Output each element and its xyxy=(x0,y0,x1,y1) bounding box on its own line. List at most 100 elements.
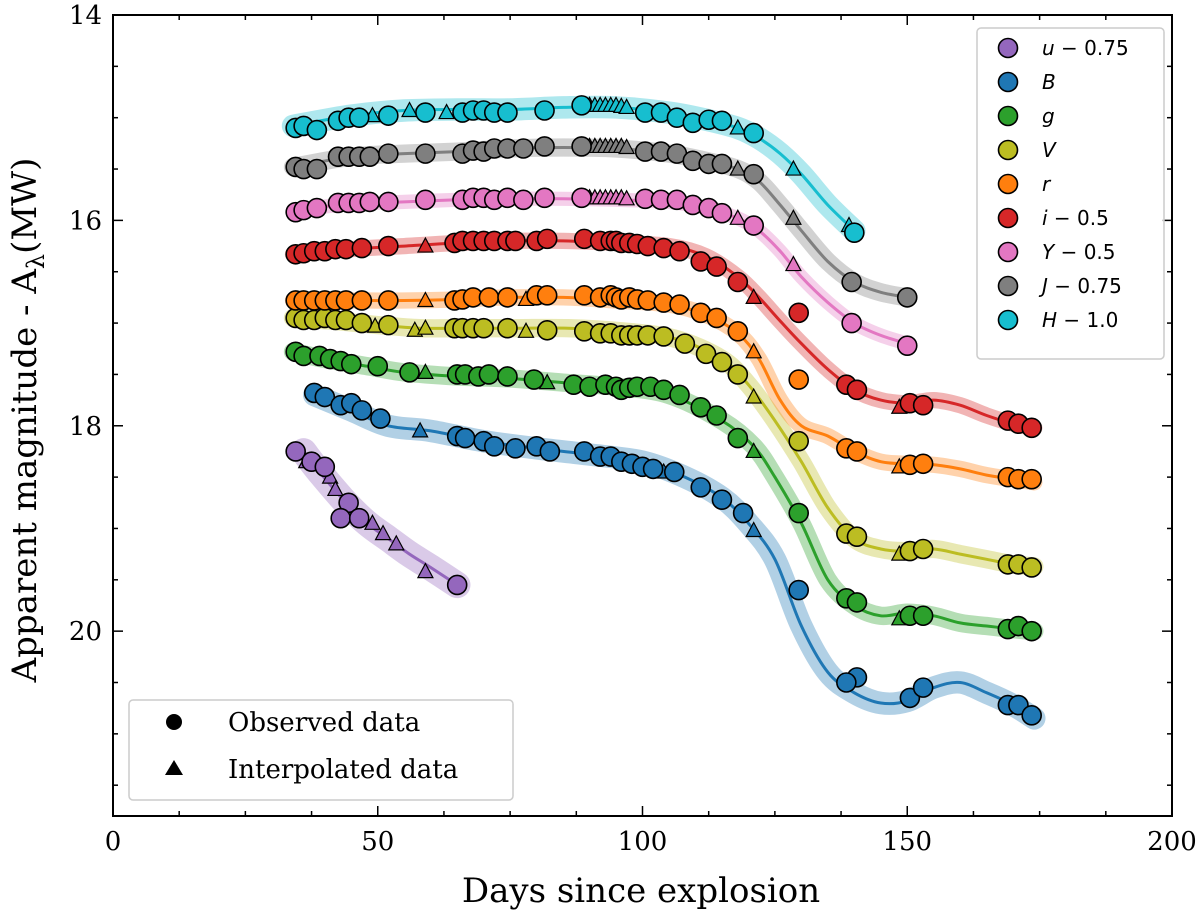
legend-label-g: g xyxy=(1042,104,1055,128)
observed-point-v xyxy=(788,430,810,452)
interpolated-point-g xyxy=(416,363,434,379)
observed-point-v xyxy=(1021,557,1042,578)
interpolated-point-y xyxy=(618,189,636,206)
interpolated-point-v xyxy=(517,322,535,338)
interpolated-point-j xyxy=(729,159,747,176)
observed-point-j xyxy=(306,158,328,180)
observed-point-r xyxy=(788,369,810,390)
observed-point-b xyxy=(539,441,561,462)
curve-h xyxy=(292,105,856,232)
observed-point-r xyxy=(1021,468,1042,490)
observed-point-i xyxy=(669,240,690,262)
legend-marker-j xyxy=(997,275,1019,297)
observed-point-b xyxy=(912,677,934,698)
observed-point-h xyxy=(378,105,399,126)
y-axis-label-main: Apparent magnitude - A xyxy=(5,269,45,684)
observed-point-v xyxy=(473,317,494,339)
observed-point-j xyxy=(534,136,555,157)
observed-point-b xyxy=(836,672,857,693)
observed-point-y xyxy=(534,187,555,209)
observed-point-y xyxy=(896,335,918,356)
observed-point-g xyxy=(497,366,518,387)
observed-point-b xyxy=(663,461,685,483)
observed-point-v xyxy=(674,333,696,354)
interpolated-point-b xyxy=(745,521,763,538)
observed-point-b xyxy=(732,502,754,524)
x-axis-label: Days since explosion xyxy=(462,871,820,911)
interpolated-marker-icon xyxy=(165,760,183,775)
curve-j xyxy=(292,146,908,299)
observed-point-b xyxy=(788,579,810,601)
y-tick-label: 16 xyxy=(69,206,102,236)
interpolated-point-g xyxy=(745,442,763,459)
observed-point-y xyxy=(841,312,862,334)
observed-point-y xyxy=(743,215,764,236)
observed-point-b xyxy=(711,489,733,511)
observed-point-g xyxy=(690,396,712,418)
marker-legend: Observed data Interpolated data xyxy=(128,699,514,801)
legend-label-offset-h: − 1.0 xyxy=(1057,308,1118,332)
y-axis-label-suffix: (MW) xyxy=(5,158,45,254)
legend-marker-i xyxy=(997,207,1019,229)
observed-point-g xyxy=(340,353,362,375)
interpolated-point-u xyxy=(326,480,344,497)
legend-marker-g xyxy=(997,105,1019,127)
observed-point-i xyxy=(378,235,399,257)
observed-point-g xyxy=(367,355,389,377)
observed-point-j xyxy=(743,163,764,185)
observed-point-i xyxy=(536,228,558,250)
observed-point-g xyxy=(478,364,500,385)
legend-label-b: B xyxy=(1042,70,1056,94)
observed-point-r xyxy=(497,287,518,308)
legend-label-i: i − 0.5 xyxy=(1042,206,1109,230)
observed-point-v xyxy=(912,538,934,560)
interpolated-point-r xyxy=(416,291,434,308)
observed-point-g xyxy=(669,384,690,406)
legend-label-band-j: J xyxy=(1038,274,1048,298)
observed-point-j xyxy=(513,138,534,159)
interpolated-point-i xyxy=(416,236,434,253)
legend-marker-u xyxy=(997,37,1019,59)
marker-legend-box xyxy=(128,699,514,801)
y-axis-label: Apparent magnitude - Aλ(MW) xyxy=(5,158,50,684)
band-v xyxy=(283,308,1044,576)
x-tick-label: 100 xyxy=(618,827,668,857)
observed-point-g xyxy=(399,362,420,383)
data-points xyxy=(285,95,1042,726)
observed-point-b xyxy=(454,427,476,449)
observed-point-r xyxy=(536,285,558,306)
observed-marker-icon xyxy=(166,714,182,730)
observed-point-i xyxy=(505,230,526,252)
observed-point-h xyxy=(534,100,555,121)
legend-label-band-g: g xyxy=(1042,104,1055,128)
axes: 0 50 100 150 200 14 16 18 20 xyxy=(69,1,1197,857)
x-tick-label: 200 xyxy=(1147,827,1197,857)
interpolated-point-h xyxy=(438,103,456,120)
observed-point-j xyxy=(359,146,381,168)
observed-point-u xyxy=(348,507,370,529)
observed-point-b xyxy=(370,408,391,429)
observed-point-i xyxy=(788,302,810,324)
band-legend-box xyxy=(976,27,1165,360)
observed-point-r xyxy=(669,294,690,315)
legend-marker-y xyxy=(997,241,1019,263)
observed-legend-label: Observed data xyxy=(228,708,420,738)
x-tick-label: 0 xyxy=(105,827,122,857)
interpolated-point-r xyxy=(745,342,763,359)
observed-point-r xyxy=(706,307,727,329)
observed-point-r xyxy=(912,453,934,475)
interpolated-point-i xyxy=(745,288,763,305)
observed-point-v xyxy=(653,326,674,347)
observed-point-y xyxy=(513,189,534,211)
interpolated-point-u xyxy=(416,562,434,579)
y-tick-label: 20 xyxy=(69,617,102,647)
observed-point-v xyxy=(711,351,733,373)
observed-point-v xyxy=(497,317,518,339)
observed-point-i xyxy=(706,256,727,277)
observed-point-r xyxy=(351,290,373,311)
observed-point-u xyxy=(285,441,306,462)
interpolated-point-u xyxy=(363,514,381,530)
legend-label-band-h: H xyxy=(1042,308,1057,332)
band-h xyxy=(281,95,866,242)
interpolated-point-u xyxy=(387,534,405,551)
